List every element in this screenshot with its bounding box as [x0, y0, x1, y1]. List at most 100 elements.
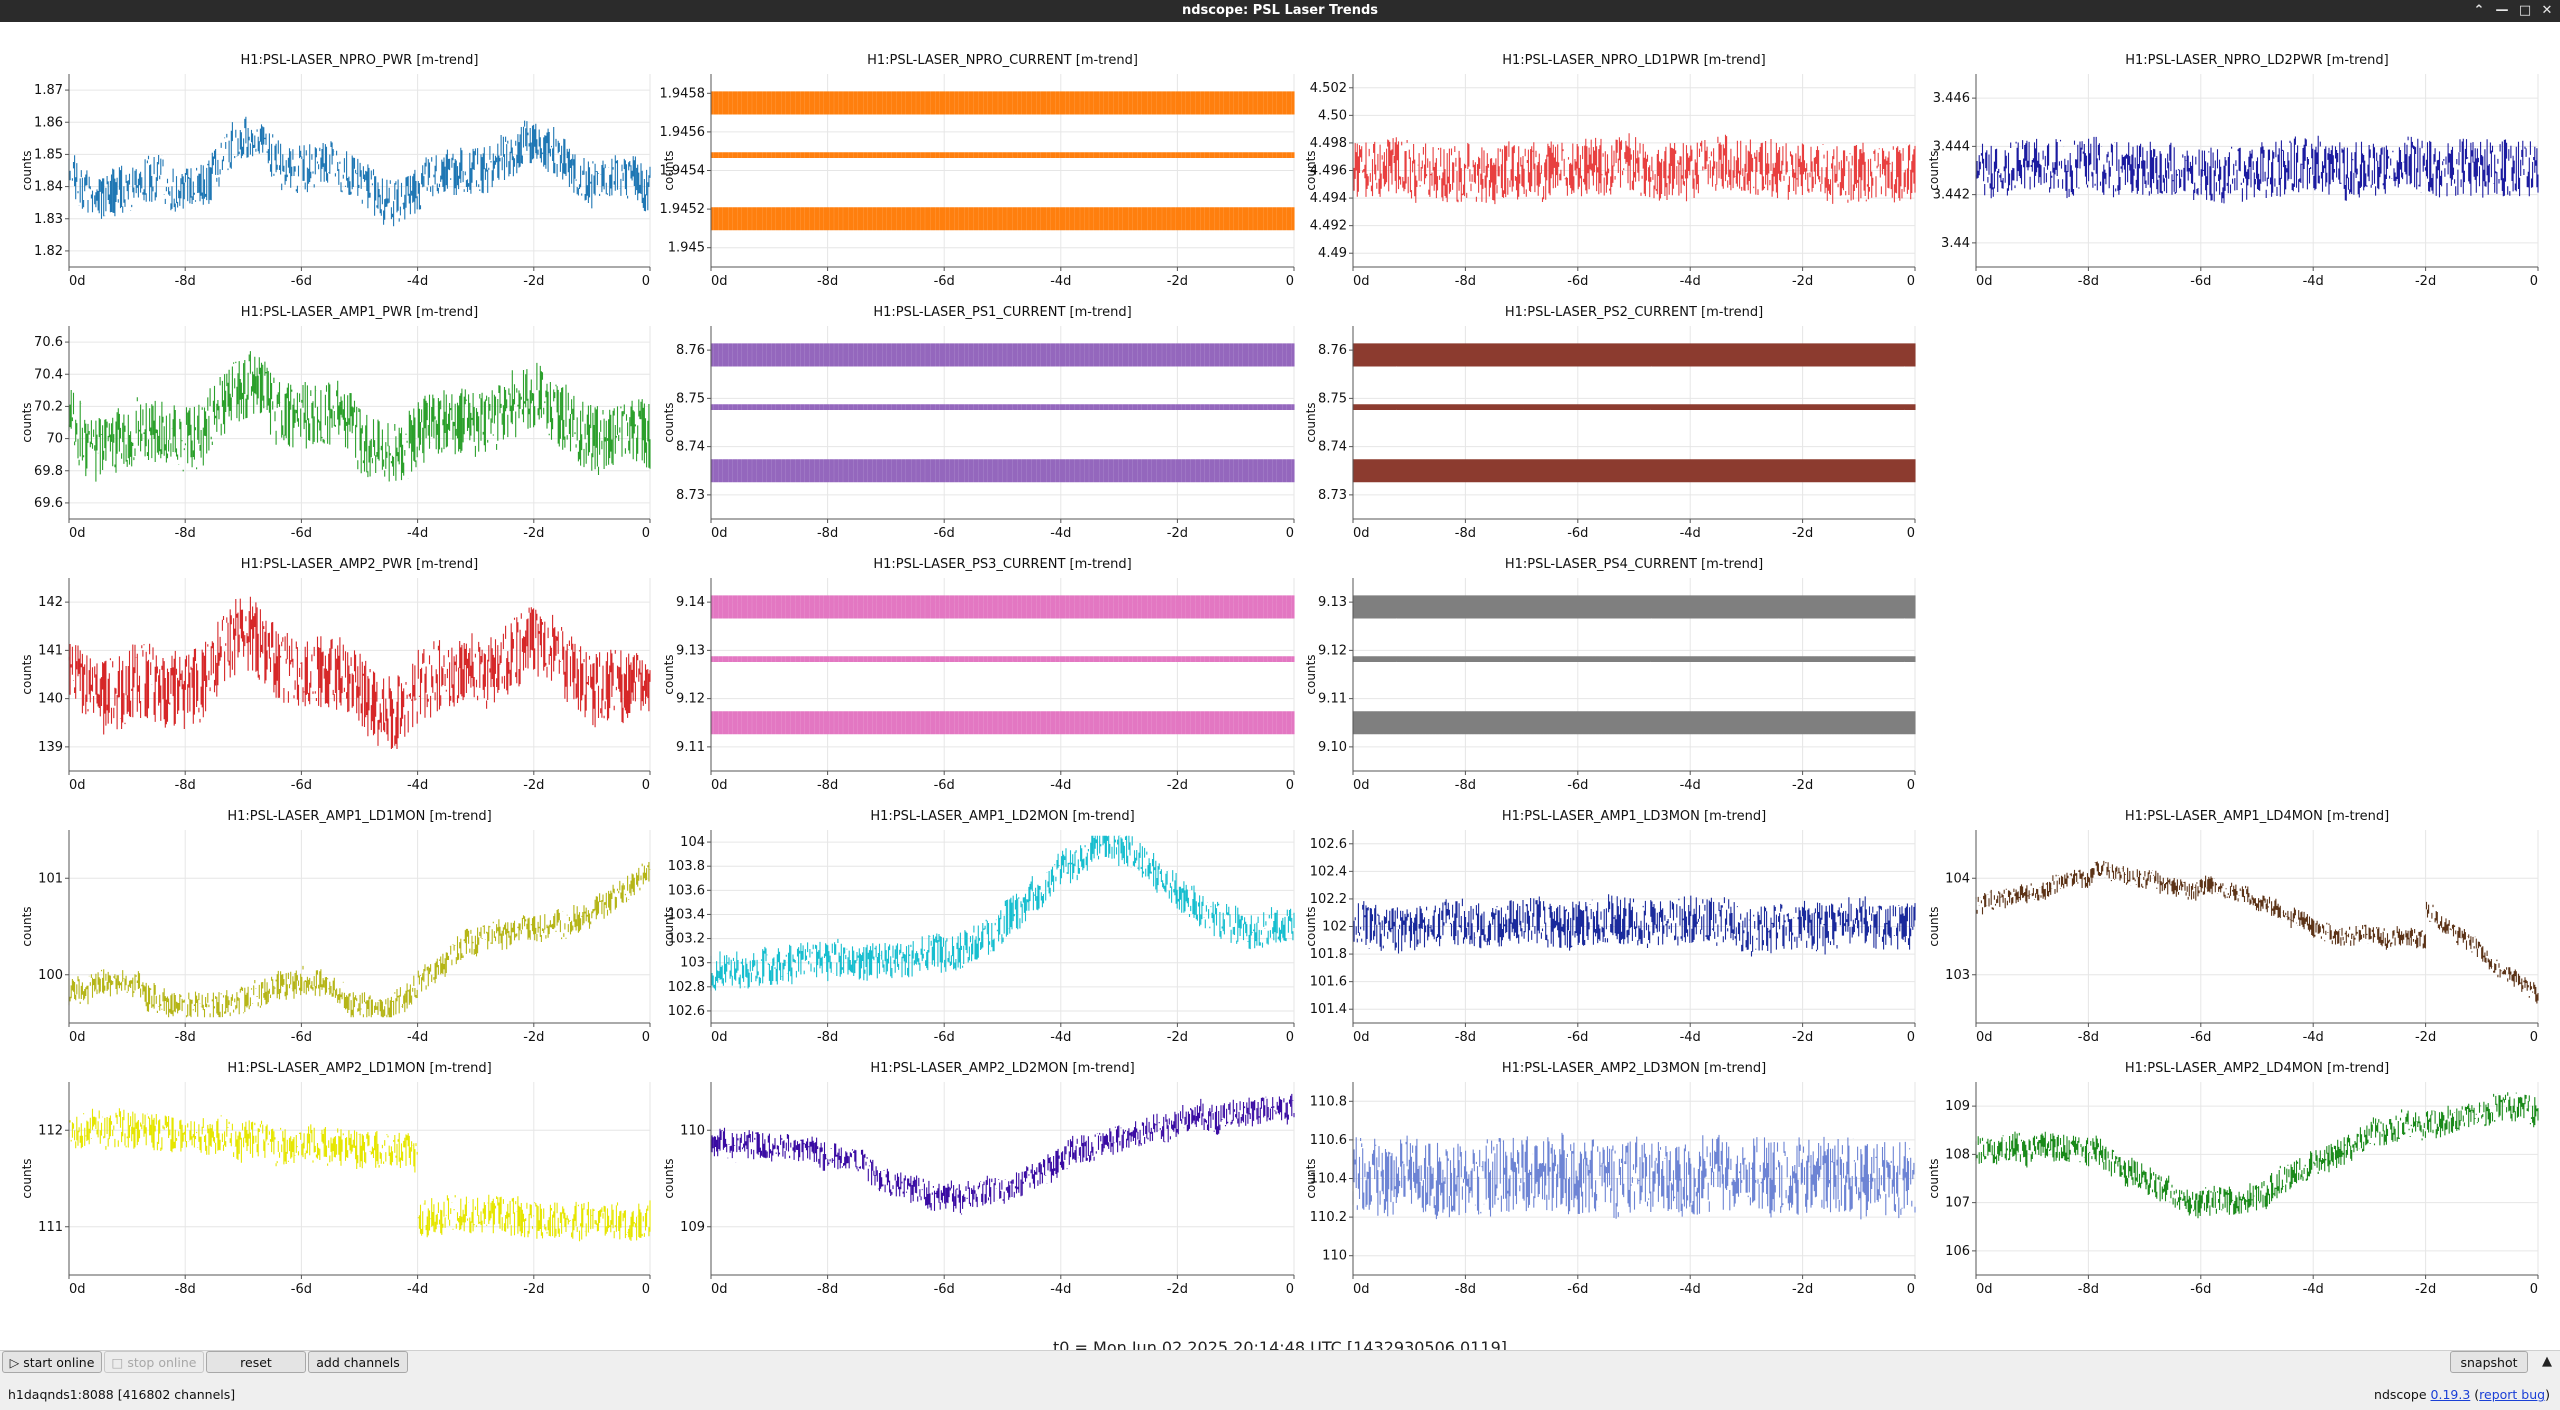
y-tick-label: 8.76: [676, 343, 705, 358]
y-tick-label: 1.9452: [660, 202, 706, 217]
y-tick-label: 3.44: [1941, 236, 1970, 251]
y-tick-label: 8.76: [1318, 343, 1347, 358]
x-tick-label: -8d: [175, 778, 196, 793]
report-bug-link[interactable]: report bug: [2479, 1387, 2546, 1402]
x-tick-label: -4d: [1680, 274, 1701, 289]
x-tick-label: -4d: [1050, 1030, 1071, 1045]
add-channels-button[interactable]: add channels: [308, 1351, 408, 1373]
x-tick-label: 0d: [69, 526, 86, 541]
plot-11[interactable]: H1:PSL-LASER_PS4_CURRENT [m-trend] 9.13 9.…: [1304, 557, 1916, 793]
y-tick-label: 70: [46, 432, 63, 447]
plot-6[interactable]: H1:PSL-LASER_PS1_CURRENT [m-trend] 8.76 8.…: [662, 305, 1295, 541]
y-tick-label: 142: [38, 595, 63, 610]
x-tick-label: -2d: [1792, 1282, 1813, 1297]
x-tick-label: -6d: [2190, 1282, 2211, 1297]
x-tick-label: -6d: [1567, 778, 1588, 793]
plot-17[interactable]: H1:PSL-LASER_AMP2_LD1MON [m-trend] 112 111…: [20, 1061, 651, 1297]
plot-13[interactable]: H1:PSL-LASER_AMP1_LD1MON [m-trend] 101 100…: [20, 809, 651, 1045]
collapse-icon[interactable]: ▲: [2542, 1354, 2552, 1369]
y-tick-label: 106: [1945, 1244, 1970, 1259]
plot-title: H1:PSL-LASER_AMP2_PWR [m-trend]: [241, 557, 478, 572]
control-bar: ▷ start online □ stop online reset add c…: [0, 1350, 2560, 1410]
y-tick-label: 3.446: [1933, 91, 1970, 106]
plot-title: H1:PSL-LASER_NPRO_LD1PWR [m-trend]: [1502, 53, 1766, 68]
plot-15[interactable]: H1:PSL-LASER_AMP1_LD3MON [m-trend] 102.6 1…: [1304, 809, 1916, 1045]
window-shade-icon[interactable]: ⌃: [2473, 3, 2485, 18]
y-tick-label: 4.502: [1310, 81, 1347, 96]
series-trace: [710, 835, 1295, 992]
x-tick-label: 0d: [69, 1030, 86, 1045]
plot-title: H1:PSL-LASER_AMP1_LD2MON [m-trend]: [870, 809, 1134, 824]
x-tick-label: -2d: [523, 1030, 544, 1045]
x-tick-label: -4d: [1050, 778, 1071, 793]
y-tick-label: 4.492: [1310, 219, 1347, 234]
plot-14[interactable]: H1:PSL-LASER_AMP1_LD2MON [m-trend] 104 103…: [662, 809, 1295, 1045]
y-tick-label: 101.8: [1310, 947, 1347, 962]
plot-7[interactable]: H1:PSL-LASER_PS2_CURRENT [m-trend] 8.76 8.…: [1304, 305, 1916, 541]
series-trace: [68, 116, 651, 227]
x-tick-label: -4d: [1050, 1282, 1071, 1297]
plot-4[interactable]: H1:PSL-LASER_NPRO_LD2PWR [m-trend] 3.446 3…: [1927, 53, 2539, 289]
snapshot-button[interactable]: snapshot: [2450, 1351, 2528, 1373]
y-tick-label: 3.442: [1933, 188, 1970, 203]
plot-title: H1:PSL-LASER_AMP1_LD1MON [m-trend]: [227, 809, 491, 824]
y-axis-label: counts: [1304, 1158, 1318, 1198]
x-tick-label: -2d: [2415, 274, 2436, 289]
y-tick-label: 140: [38, 692, 63, 707]
plot-16[interactable]: H1:PSL-LASER_AMP1_LD4MON [m-trend] 104 103…: [1927, 809, 2539, 1045]
x-tick-label: -8d: [175, 274, 196, 289]
x-tick-label: 0d: [711, 526, 728, 541]
y-axis-label: counts: [1927, 150, 1941, 190]
y-tick-label: 4.496: [1310, 164, 1347, 179]
plot-5[interactable]: H1:PSL-LASER_AMP1_PWR [m-trend] 70.6 70.4 7…: [20, 305, 651, 541]
plot-10[interactable]: H1:PSL-LASER_PS3_CURRENT [m-trend] 9.14 9.…: [662, 557, 1295, 793]
stop-online-label: stop online: [127, 1355, 197, 1370]
y-tick-label: 139: [38, 740, 63, 755]
reset-button[interactable]: reset: [206, 1351, 306, 1373]
y-tick-label: 103.4: [668, 907, 705, 922]
series-trace: [68, 596, 651, 749]
plot-title: H1:PSL-LASER_AMP1_LD3MON [m-trend]: [1502, 809, 1766, 824]
y-tick-label: 103.6: [668, 883, 705, 898]
plot-9[interactable]: H1:PSL-LASER_AMP2_PWR [m-trend] 142 141 140…: [20, 557, 651, 793]
y-axis-label: counts: [1304, 150, 1318, 190]
plot-3[interactable]: H1:PSL-LASER_NPRO_LD1PWR [m-trend] 4.502 4…: [1304, 53, 1916, 289]
plot-19[interactable]: H1:PSL-LASER_AMP2_LD3MON [m-trend] 110.8 1…: [1304, 1061, 1916, 1297]
y-axis-label: counts: [1927, 1158, 1941, 1198]
y-tick-label: 9.11: [676, 740, 705, 755]
y-tick-label: 109: [1945, 1099, 1970, 1114]
y-tick-label: 1.85: [34, 147, 63, 162]
window-titlebar: ndscope: PSL Laser Trends ⌃ — □ ✕: [0, 0, 2560, 22]
plot-2[interactable]: H1:PSL-LASER_NPRO_CURRENT [m-trend] 1.945…: [660, 53, 1295, 289]
x-tick-label: -8d: [1455, 274, 1476, 289]
x-tick-label: -4d: [1680, 1282, 1701, 1297]
series-trace: [710, 595, 1295, 735]
plot-1[interactable]: H1:PSL-LASER_NPRO_PWR [m-trend] 1.87 1.86 1…: [20, 53, 651, 289]
version-link[interactable]: 0.19.3: [2430, 1387, 2471, 1402]
x-tick-label: 0: [1286, 778, 1294, 793]
y-tick-label: 101.6: [1310, 975, 1347, 990]
window-maximize-icon[interactable]: □: [2518, 3, 2532, 18]
x-tick-label: 0: [1907, 526, 1915, 541]
plot-18[interactable]: H1:PSL-LASER_AMP2_LD2MON [m-trend] 110 109…: [662, 1061, 1295, 1297]
x-tick-label: -4d: [1680, 778, 1701, 793]
plot-title: H1:PSL-LASER_NPRO_LD2PWR [m-trend]: [2125, 53, 2389, 68]
y-tick-label: 1.83: [34, 212, 63, 227]
y-axis-label: counts: [20, 654, 34, 694]
x-tick-label: -2d: [523, 1282, 544, 1297]
stop-online-button[interactable]: □ stop online: [104, 1351, 204, 1373]
x-tick-label: 0d: [69, 1282, 86, 1297]
x-tick-label: -6d: [1567, 526, 1588, 541]
plot-title: H1:PSL-LASER_PS1_CURRENT [m-trend]: [873, 305, 1131, 320]
window-title: ndscope: PSL Laser Trends: [1182, 3, 1378, 18]
y-axis-label: counts: [1304, 402, 1318, 442]
plot-title: H1:PSL-LASER_AMP2_LD4MON [m-trend]: [2125, 1061, 2389, 1076]
start-online-button[interactable]: ▷ start online: [2, 1351, 102, 1373]
plot-title: H1:PSL-LASER_PS3_CURRENT [m-trend]: [873, 557, 1131, 572]
series-trace: [68, 351, 651, 482]
window-minimize-icon[interactable]: —: [2495, 3, 2509, 18]
x-tick-label: -6d: [1567, 1282, 1588, 1297]
window-close-icon[interactable]: ✕: [2541, 3, 2553, 18]
plot-title: H1:PSL-LASER_PS2_CURRENT [m-trend]: [1505, 305, 1763, 320]
plot-20[interactable]: H1:PSL-LASER_AMP2_LD4MON [m-trend] 109 108…: [1927, 1061, 2539, 1297]
